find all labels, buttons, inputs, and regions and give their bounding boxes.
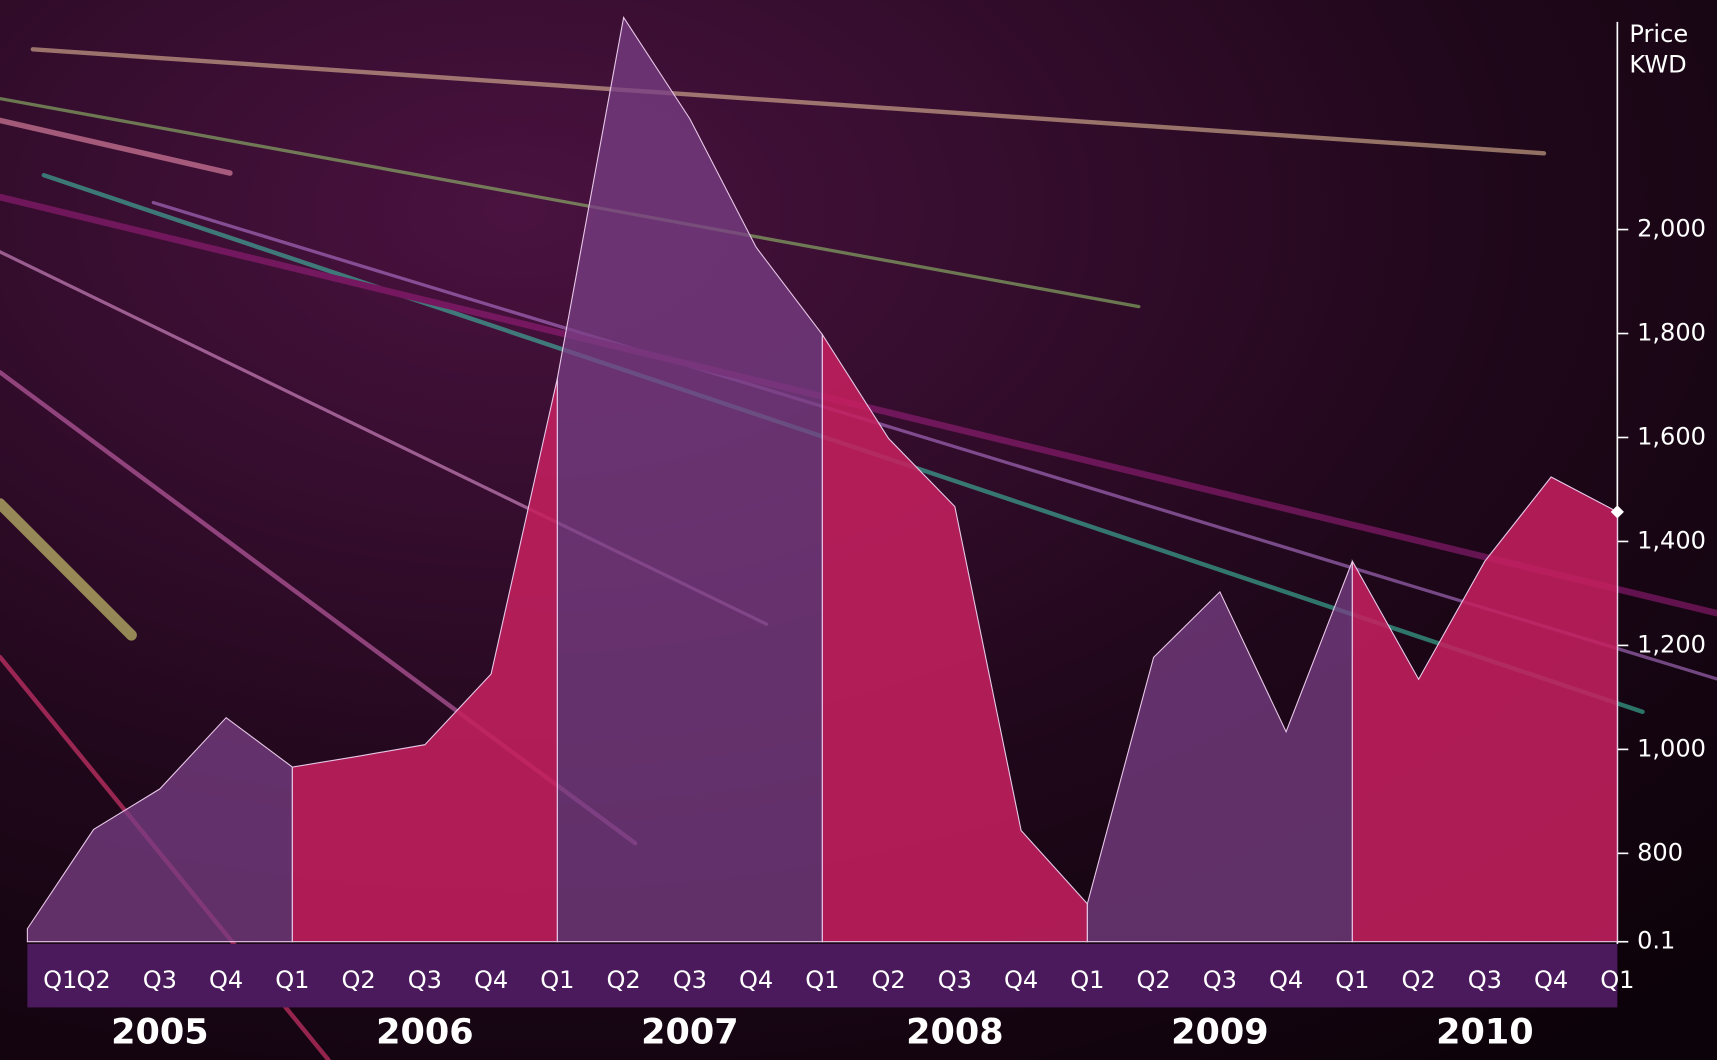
year-label: 2005: [111, 1012, 209, 1053]
y-tick-label: 1,600: [1637, 422, 1706, 450]
x-tick-label: Q3: [408, 966, 442, 994]
x-tick-label: Q4: [1269, 966, 1303, 994]
year-label: 2007: [641, 1012, 739, 1053]
quarter-strip: [27, 943, 1618, 1008]
year-label: 2010: [1436, 1012, 1534, 1053]
year-label: 2008: [906, 1012, 1003, 1053]
year-label: 2009: [1171, 1012, 1269, 1053]
y-tick-label: 0.1: [1637, 927, 1675, 955]
x-tick-label: Q4: [1534, 966, 1568, 994]
y-tick-label: 1,800: [1637, 319, 1706, 347]
x-tick-label: Q1: [1335, 966, 1369, 994]
x-tick-label: Q4: [739, 966, 773, 994]
end-marker: [1610, 505, 1624, 519]
x-tick-label: Q2: [341, 966, 375, 994]
x-tick-label: Q1: [275, 966, 309, 994]
x-tick-label: Q3: [1468, 966, 1502, 994]
x-tick-label: Q3: [1203, 966, 1237, 994]
x-tick-label: Q1: [1600, 966, 1634, 994]
x-tick-label: Q2: [1136, 966, 1170, 994]
x-tick-label: Q2: [606, 966, 640, 994]
x-tick-label: Q3: [938, 966, 972, 994]
x-tick-label: Q4: [474, 966, 508, 994]
x-tick-label: Q2: [76, 966, 110, 994]
y-tick-label: 1,200: [1637, 630, 1706, 658]
year-label: 2006: [376, 1012, 474, 1053]
y-tick-label: 800: [1637, 838, 1683, 866]
x-tick-label: Q1: [805, 966, 839, 994]
x-tick-label: Q1: [1070, 966, 1104, 994]
x-tick-label: Q3: [143, 966, 177, 994]
x-tick-label: Q3: [673, 966, 707, 994]
y-axis-label: KWD: [1629, 51, 1686, 79]
y-tick-label: 1,400: [1637, 526, 1706, 554]
x-tick-label: Q1: [43, 966, 77, 994]
x-tick-label: Q2: [871, 966, 905, 994]
area-segment: [1351, 476, 1618, 943]
y-tick-label: 2,000: [1637, 215, 1706, 243]
x-tick-label: Q4: [209, 966, 243, 994]
x-tick-label: Q2: [1401, 966, 1435, 994]
x-tick-label: Q1: [540, 966, 574, 994]
y-axis-label: Price: [1629, 20, 1688, 48]
y-tick-label: 1,000: [1637, 734, 1706, 762]
x-tick-label: Q4: [1004, 966, 1038, 994]
